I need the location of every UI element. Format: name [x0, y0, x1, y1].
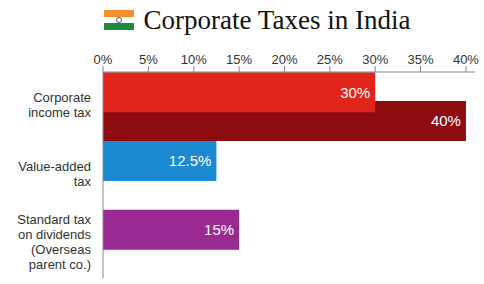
svg-text:10%: 10% [181, 52, 207, 67]
svg-text:25%: 25% [317, 52, 343, 67]
svg-text:20%: 20% [271, 52, 297, 67]
svg-text:12.5%: 12.5% [169, 152, 212, 169]
svg-text:0%: 0% [94, 52, 113, 67]
svg-text:40%: 40% [431, 112, 461, 129]
svg-text:35%: 35% [408, 52, 434, 67]
svg-text:Corporateincome tax: Corporateincome tax [28, 90, 91, 120]
svg-text:Value-addedtax: Value-addedtax [18, 159, 91, 189]
svg-text:40%: 40% [453, 52, 476, 67]
svg-text:Standard taxon dividends(Overs: Standard taxon dividends(Overseasparent … [17, 213, 91, 273]
html-text:Corporate Taxes in India: Corporate Taxes in India [143, 4, 411, 35]
svg-text:30%: 30% [362, 52, 388, 67]
svg-text:15%: 15% [204, 221, 234, 238]
svg-text:5%: 5% [139, 52, 158, 67]
svg-text:15%: 15% [226, 52, 252, 67]
svg-text:30%: 30% [340, 84, 370, 101]
